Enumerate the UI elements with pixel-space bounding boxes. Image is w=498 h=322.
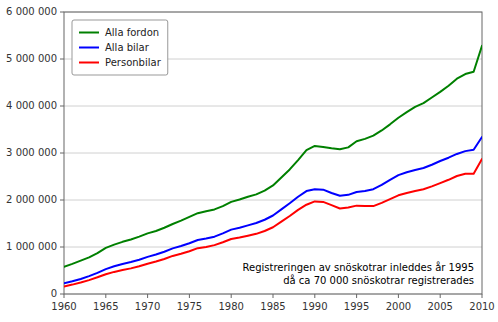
x-tick-label: 1985 xyxy=(260,301,285,312)
legend-swatch xyxy=(79,47,99,49)
lines xyxy=(64,46,482,287)
grid-line xyxy=(64,247,482,248)
x-tick-label: 1970 xyxy=(135,301,160,312)
y-tick-label: 1 000 000 xyxy=(6,241,57,252)
chart: 0 1 000 000 2 000 000 3 000 000 4 000 000 5 0… xyxy=(0,0,498,322)
x-tick xyxy=(398,294,399,298)
x-tick xyxy=(314,294,315,298)
grid xyxy=(64,12,482,294)
y-tick xyxy=(60,12,64,13)
axes: 0 1 000 000 2 000 000 3 000 000 4 000 000 5 0… xyxy=(6,6,495,312)
annotation: Registreringen av snöskotrar inleddes år… xyxy=(243,261,474,286)
grid-line xyxy=(64,200,482,201)
x-tick-label: 2000 xyxy=(386,301,411,312)
y-tick-label: 0 xyxy=(51,288,57,299)
x-tick-label: 1965 xyxy=(93,301,118,312)
x-tick-label: 1990 xyxy=(302,301,327,312)
x-tick xyxy=(64,294,65,298)
y-tick xyxy=(60,153,64,154)
x-tick xyxy=(147,294,148,298)
series-line xyxy=(64,46,482,267)
x-tick xyxy=(231,294,232,298)
x-tick-label: 2010 xyxy=(469,301,494,312)
x-tick-label: 1975 xyxy=(177,301,202,312)
x-tick xyxy=(482,294,483,298)
y-tick xyxy=(60,200,64,201)
y-tick xyxy=(60,106,64,107)
x-tick-label: 1980 xyxy=(218,301,243,312)
y-tick-label: 3 000 000 xyxy=(6,147,57,158)
background xyxy=(0,0,498,322)
y-tick xyxy=(60,294,64,295)
grid-line xyxy=(64,153,482,154)
x-tick xyxy=(105,294,106,298)
annotation-text: då ca 70 000 snöskotrar registrerades xyxy=(283,274,474,286)
y-tick-label: 2 000 000 xyxy=(6,194,57,205)
y-tick-label: 4 000 000 xyxy=(6,100,57,111)
x-tick-label: 1995 xyxy=(344,301,369,312)
legend-label: Alla bilar xyxy=(105,42,150,53)
x-tick-label: 1960 xyxy=(51,301,76,312)
x-tick xyxy=(273,294,274,298)
y-tick-label: 5 000 000 xyxy=(6,53,57,64)
x-tick xyxy=(189,294,190,298)
x-tick xyxy=(356,294,357,298)
legend-swatch xyxy=(79,32,99,34)
x-tick xyxy=(440,294,441,298)
annotation-text: Registreringen av snöskotrar inleddes år… xyxy=(243,261,474,273)
legend-box xyxy=(72,20,168,75)
y-tick xyxy=(60,59,64,60)
plot-frame xyxy=(64,12,482,294)
y-tick xyxy=(60,247,64,248)
x-tick-label: 2005 xyxy=(427,301,452,312)
legend-swatch xyxy=(79,62,99,64)
series-line xyxy=(64,159,482,286)
y-tick-label: 6 000 000 xyxy=(6,6,57,17)
series-line xyxy=(64,137,482,283)
legend-label: Alla fordon xyxy=(105,27,159,38)
legend: Alla fordon Alla bilar Personbilar xyxy=(72,20,168,75)
legend-label: Personbilar xyxy=(105,57,162,68)
